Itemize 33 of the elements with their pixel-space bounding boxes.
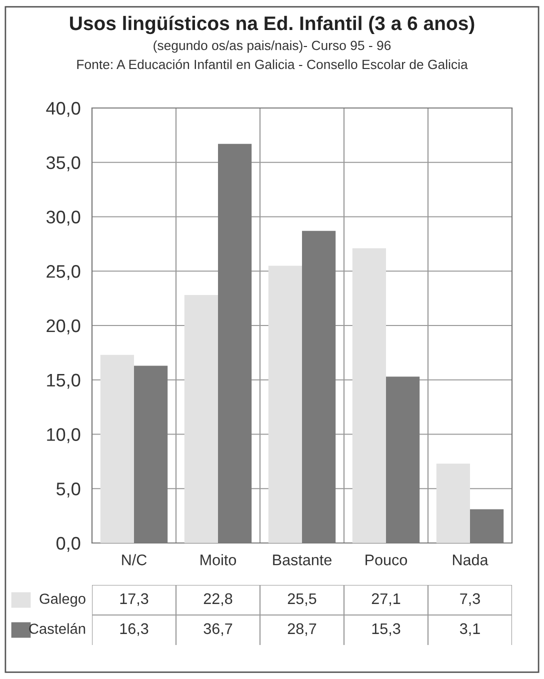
y-tick-label: 40,0 — [46, 102, 80, 117]
y-tick-label: 20,0 — [46, 319, 80, 334]
chart-title: Usos lingüísticos na Ed. Infantil (3 a 6 anos) — [70, 16, 474, 34]
data-label: 3,1 — [460, 623, 480, 636]
x-tick-label: Nada — [452, 554, 488, 566]
bar — [436, 464, 470, 543]
data-label: 27,1 — [372, 593, 400, 606]
legend-label: Galego — [40, 593, 86, 607]
data-label: 15,3 — [372, 623, 400, 636]
data-label: 7,3 — [460, 593, 480, 606]
data-label: 25,5 — [288, 593, 316, 606]
y-tick-label: 15,0 — [47, 374, 80, 389]
x-tick-label: Pouco — [366, 554, 408, 566]
data-label: 28,7 — [288, 623, 316, 636]
data-label: 16,3 — [120, 623, 148, 636]
bar — [352, 248, 386, 543]
y-tick-label: 5,0 — [56, 482, 80, 498]
data-label: 36,7 — [204, 623, 232, 636]
y-tick-label: 0,0 — [56, 536, 80, 552]
bar — [184, 295, 218, 543]
chart-subtitle: (segundo os/as pais/nais)- Curso 95 - 96 — [154, 40, 391, 53]
x-tick-label: N/C — [122, 554, 147, 566]
x-tick-label: Bastante — [273, 554, 332, 566]
y-tick-label: 25,0 — [46, 265, 80, 280]
source-note: Fonte: A Educación Infantil en Galicia - Consello Escolar de Galicia — [77, 59, 468, 70]
data-label: 22,8 — [204, 593, 232, 606]
data-label: 17,3 — [120, 593, 148, 606]
y-tick-label: 30,0 — [46, 210, 80, 226]
y-tick-label: 35,0 — [46, 156, 80, 172]
bar — [100, 354, 134, 543]
bar — [268, 266, 302, 543]
x-tick-label: Moito — [200, 554, 236, 566]
y-tick-label: 10,0 — [47, 428, 80, 444]
